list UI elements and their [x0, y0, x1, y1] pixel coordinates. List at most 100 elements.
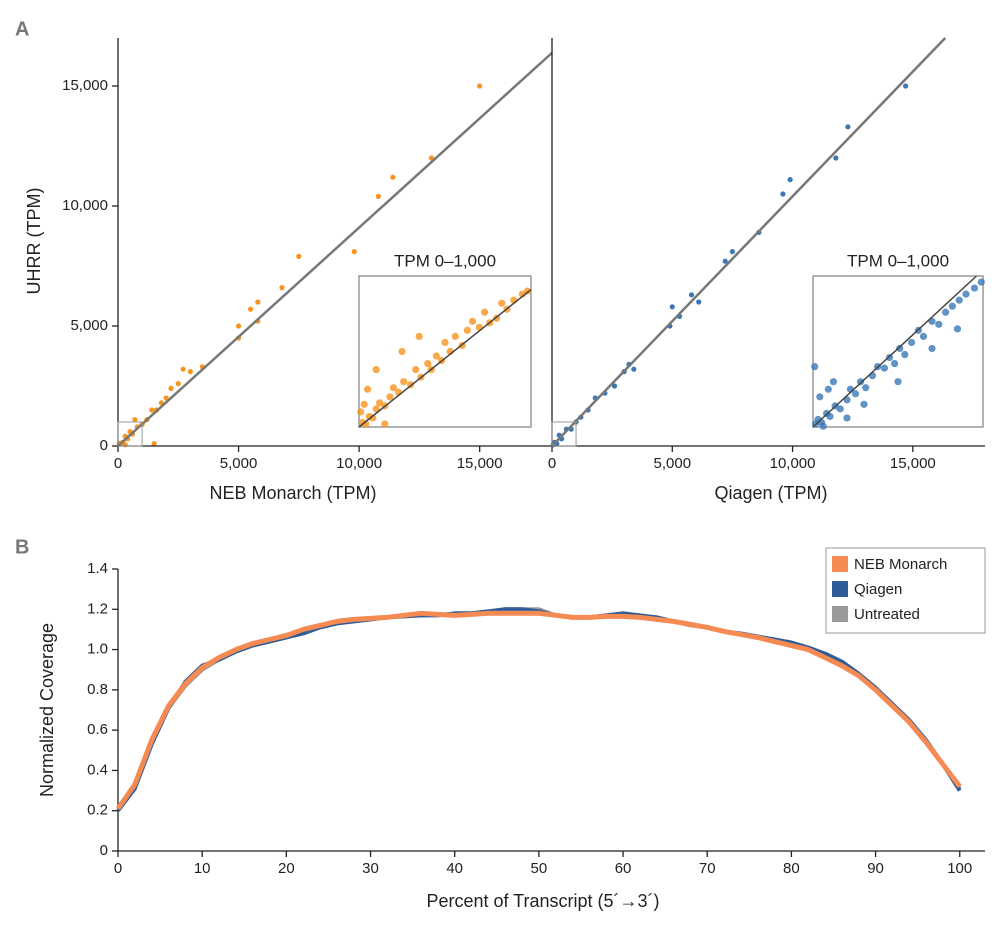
y-tick-label: 0.2	[87, 802, 108, 819]
inset-point	[868, 372, 877, 380]
legend-swatch	[832, 556, 848, 572]
legend-swatch	[832, 606, 848, 622]
inset-title: TPM 0–1,000	[847, 251, 949, 270]
scatter-point	[149, 407, 155, 413]
y-tick-label: 1.0	[87, 641, 108, 658]
inset-point	[857, 378, 865, 386]
inset-point	[412, 366, 420, 374]
scatter-point	[688, 292, 695, 298]
x-tick-label: 15,000	[890, 455, 936, 472]
inset-point	[928, 344, 936, 353]
inset-point	[386, 393, 394, 401]
inset-point	[860, 400, 868, 408]
y-axis-title: Normalized Coverage	[37, 623, 57, 797]
inset-point	[919, 332, 928, 340]
scatter-point	[279, 285, 285, 291]
x-tick-label: 10,000	[336, 455, 382, 472]
y-tick-label: 10,000	[62, 197, 108, 214]
inset-point	[357, 408, 365, 416]
inset-point	[962, 290, 970, 298]
scatter-point	[631, 366, 637, 372]
x-axis-title: Percent of Transcript (5´→3´)	[426, 891, 659, 911]
inset-point	[369, 414, 377, 422]
inset-point	[955, 296, 963, 304]
inset-point	[901, 350, 909, 359]
scatter-point	[132, 417, 138, 423]
y-tick-label: 1.4	[87, 560, 108, 577]
inset-point	[816, 393, 824, 401]
x-tick-label: 90	[867, 860, 884, 877]
panel-label: B	[15, 536, 29, 558]
scatter-point	[175, 381, 181, 387]
scatter-point	[168, 385, 174, 391]
legend-label: Untreated	[854, 606, 920, 623]
inset-point	[451, 332, 459, 340]
x-tick-label: 100	[947, 860, 972, 877]
inset-point	[935, 320, 943, 328]
y-tick-label: 1.2	[87, 600, 108, 617]
x-tick-label: 10	[194, 860, 211, 877]
inset-point	[942, 308, 950, 316]
inset-point	[424, 359, 432, 368]
scatter-point	[187, 369, 193, 375]
scatter-point	[611, 383, 618, 389]
inset-point	[948, 302, 957, 310]
inset-point	[970, 284, 979, 292]
inset-point	[896, 344, 904, 353]
y-tick-label: 0	[100, 842, 108, 859]
panel-label: A	[15, 18, 29, 40]
y-axis-title: UHRR (TPM)	[24, 188, 44, 295]
scatter-point	[351, 249, 357, 255]
x-tick-label: 10,000	[770, 455, 816, 472]
y-tick-label: 0.8	[87, 681, 108, 698]
x-axis-title: NEB Monarch (TPM)	[209, 483, 376, 503]
inset-point	[894, 378, 902, 386]
x-tick-label: 0	[114, 455, 122, 472]
x-tick-label: 30	[362, 860, 379, 877]
scatter-point	[845, 124, 851, 130]
y-tick-label: 0	[100, 437, 108, 454]
scatter-point	[833, 155, 839, 161]
inset-point	[908, 338, 916, 347]
inset-point	[836, 405, 844, 413]
x-axis-title: Qiagen (TPM)	[714, 483, 827, 503]
y-tick-label: 0.4	[87, 761, 108, 778]
coverage-line	[116, 607, 962, 810]
scatter-point	[477, 83, 483, 89]
scatter-point	[390, 174, 396, 180]
x-tick-label: 15,000	[457, 455, 503, 472]
x-tick-label: 40	[446, 860, 463, 877]
inset-point	[819, 422, 827, 430]
inset-point	[381, 420, 389, 428]
legend-label: Qiagen	[854, 581, 902, 598]
inset-point	[372, 405, 380, 413]
inset-point	[843, 414, 851, 422]
inset-point	[441, 338, 449, 347]
inset-point	[880, 364, 889, 372]
inset-point	[364, 385, 372, 393]
inset-point	[432, 352, 440, 360]
inset-point	[480, 308, 489, 316]
inset-trend-line	[358, 289, 532, 428]
inset-point	[415, 332, 423, 340]
legend-label: NEB Monarch	[854, 556, 947, 573]
x-tick-label: 5,000	[654, 455, 692, 472]
y-tick-label: 5,000	[70, 317, 108, 334]
coverage-line	[116, 607, 962, 812]
inset-point	[824, 385, 832, 393]
inset-point	[811, 363, 819, 371]
x-tick-label: 80	[783, 860, 800, 877]
scatter-point	[375, 193, 381, 199]
inset-region	[117, 421, 143, 447]
inset-point	[360, 400, 368, 408]
coverage-line	[115, 610, 962, 811]
inset-point	[398, 347, 406, 356]
x-tick-label: 5,000	[220, 455, 258, 472]
scatter-point	[180, 366, 186, 372]
x-tick-label: 50	[531, 860, 548, 877]
scatter-point	[151, 441, 157, 447]
scatter-point	[780, 191, 786, 197]
x-tick-label: 60	[615, 860, 632, 877]
scatter-point	[248, 306, 254, 312]
